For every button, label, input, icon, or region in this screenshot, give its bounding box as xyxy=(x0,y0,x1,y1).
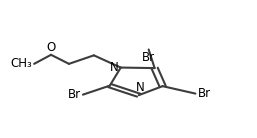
Text: O: O xyxy=(47,41,56,54)
Text: CH₃: CH₃ xyxy=(10,57,32,70)
Text: Br: Br xyxy=(68,88,81,101)
Text: Br: Br xyxy=(197,87,210,100)
Text: Br: Br xyxy=(142,51,155,64)
Text: N: N xyxy=(136,81,145,94)
Text: N: N xyxy=(110,61,119,74)
